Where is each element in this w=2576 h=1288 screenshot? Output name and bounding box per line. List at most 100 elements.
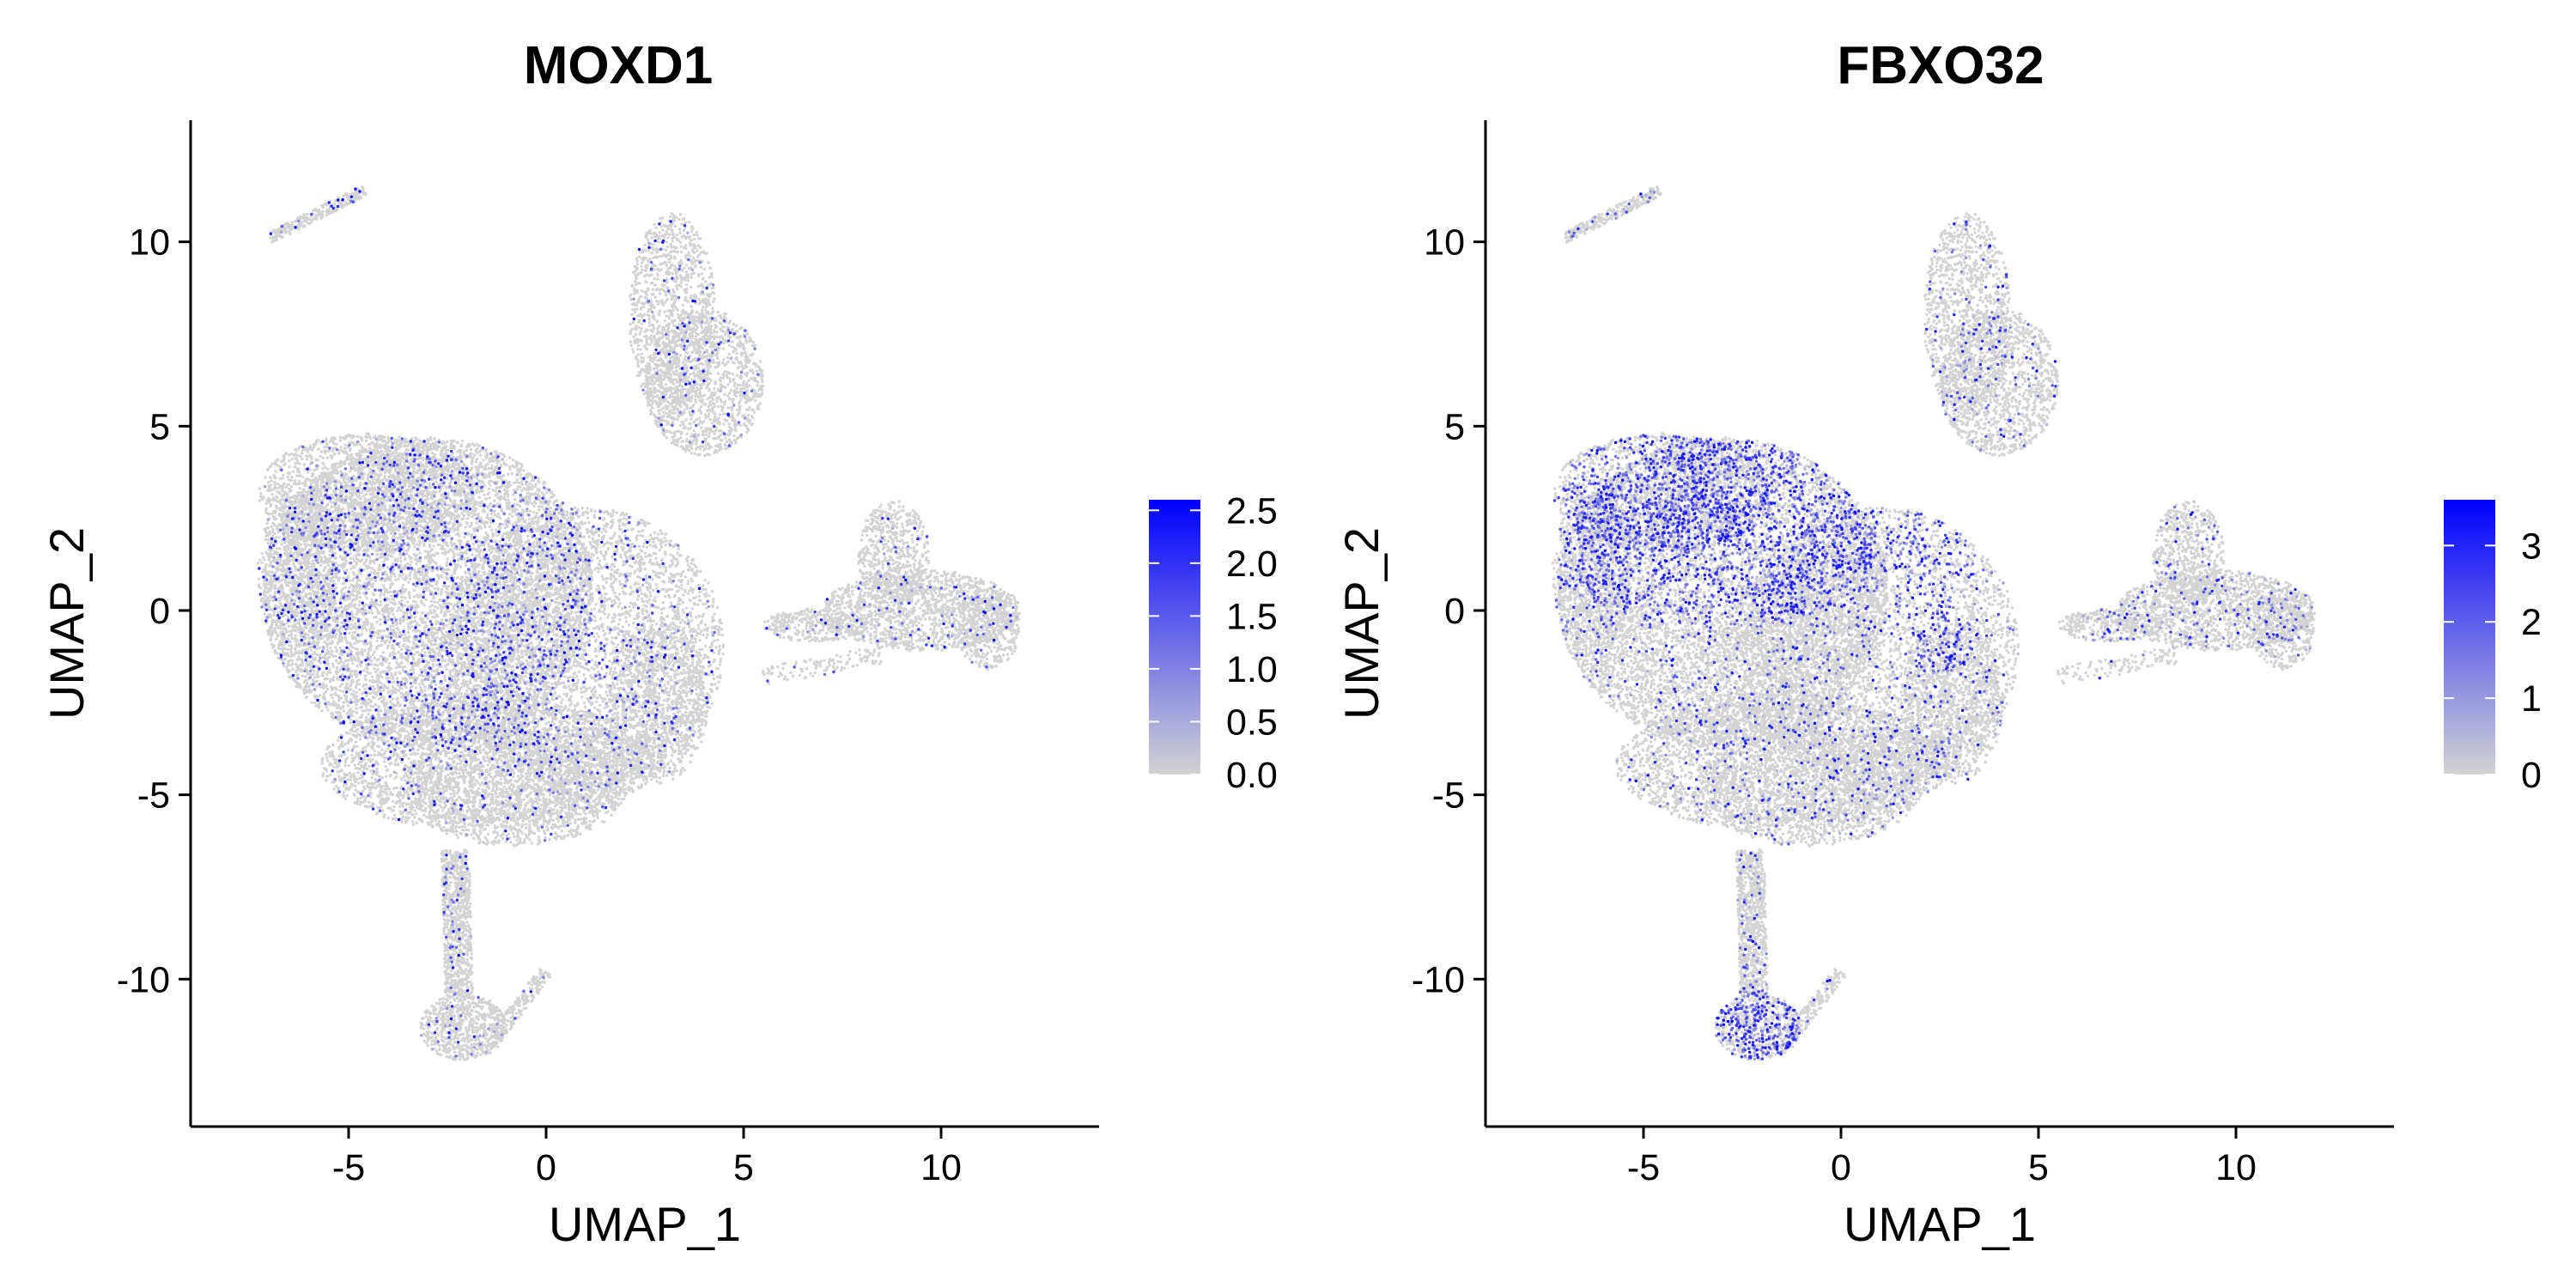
cell-point (373, 562, 375, 564)
cell-point (418, 552, 421, 555)
cell-point (316, 653, 319, 656)
cell-point (465, 564, 467, 567)
cell-point (392, 677, 394, 680)
cell-point (418, 683, 421, 685)
cell-point (355, 665, 358, 667)
cell-point (423, 654, 426, 657)
cell-point (521, 597, 524, 599)
cell-point (383, 514, 386, 517)
cell-point (340, 697, 343, 700)
cell-point (288, 630, 290, 633)
cell-point (306, 682, 308, 684)
cell-point (387, 670, 390, 672)
cell-point (314, 641, 317, 644)
cell-point (413, 595, 416, 598)
cell-point (429, 611, 432, 614)
cell-point (537, 477, 539, 479)
cell-point (423, 629, 426, 632)
cell-point (327, 564, 330, 567)
cell-point (307, 610, 309, 612)
cell-point (367, 587, 369, 590)
cell-point (394, 671, 397, 674)
cell-point (310, 649, 313, 652)
cell-point (460, 692, 463, 695)
cell-point (288, 634, 290, 636)
cell-point (523, 526, 526, 528)
cell-point (342, 690, 344, 693)
cell-point (568, 585, 570, 587)
cell-point (309, 646, 312, 648)
cell-point (386, 640, 388, 642)
cell-point (317, 671, 319, 673)
cell-point (337, 700, 340, 702)
cell-point (510, 629, 513, 631)
cell-point (313, 676, 316, 678)
cell-point (446, 668, 448, 671)
cell-point (478, 551, 481, 554)
cell-point (340, 589, 343, 592)
cell-point (413, 545, 416, 548)
cell-point (368, 447, 371, 449)
cell-point (380, 600, 382, 603)
cell-point (553, 504, 556, 507)
cell-point (570, 611, 573, 613)
cell-point (355, 691, 358, 694)
cell-point (379, 654, 381, 657)
cell-point (532, 511, 535, 513)
cell-point (326, 708, 329, 711)
cell-point (524, 541, 526, 544)
cell-point (288, 654, 290, 657)
cell-point (445, 624, 447, 627)
cell-point (410, 649, 412, 652)
cell-point (476, 458, 478, 460)
cell-point (516, 489, 519, 491)
cell-point (515, 481, 518, 483)
cell-point (476, 521, 478, 524)
cell-point (345, 568, 348, 571)
cell-point (350, 650, 353, 653)
cell-point (376, 553, 379, 556)
cell-point (423, 685, 426, 688)
cell-point (375, 694, 378, 696)
cell-point (430, 600, 433, 603)
scatter-points (257, 185, 1021, 1061)
cell-point (313, 702, 316, 704)
cell-point (425, 598, 428, 601)
cell-point (345, 682, 348, 684)
cell-point (572, 616, 574, 618)
cell-point (379, 594, 381, 597)
cell-point (392, 697, 394, 700)
cell-point (490, 529, 493, 532)
cell-point (441, 551, 444, 554)
cell-point (434, 587, 436, 590)
cell-point (479, 453, 482, 456)
cell-point (370, 644, 373, 647)
plot-title: MOXD1 (524, 36, 713, 95)
cell-point (486, 506, 489, 508)
cell-point (465, 526, 467, 528)
cell-point (295, 685, 297, 688)
cell-point (520, 489, 523, 492)
cell-point (334, 636, 337, 639)
cell-point (550, 507, 552, 509)
cell-point (370, 623, 373, 625)
cell-point (531, 587, 533, 590)
cell-point (287, 617, 289, 619)
cell-point (413, 616, 416, 618)
cell-point (336, 629, 338, 631)
cell-point (381, 478, 384, 481)
cell-point (351, 579, 354, 581)
cell-point (539, 677, 542, 679)
cell-point (442, 571, 445, 574)
cell-point (369, 493, 372, 495)
cell-point (362, 524, 365, 526)
cell-point (534, 685, 537, 688)
cell-point (475, 465, 477, 468)
cell-point (398, 606, 400, 609)
cell-point (382, 689, 385, 691)
cell-point (349, 721, 352, 724)
cell-point (363, 649, 366, 652)
cell-point (278, 547, 281, 550)
cell-point (431, 452, 434, 454)
